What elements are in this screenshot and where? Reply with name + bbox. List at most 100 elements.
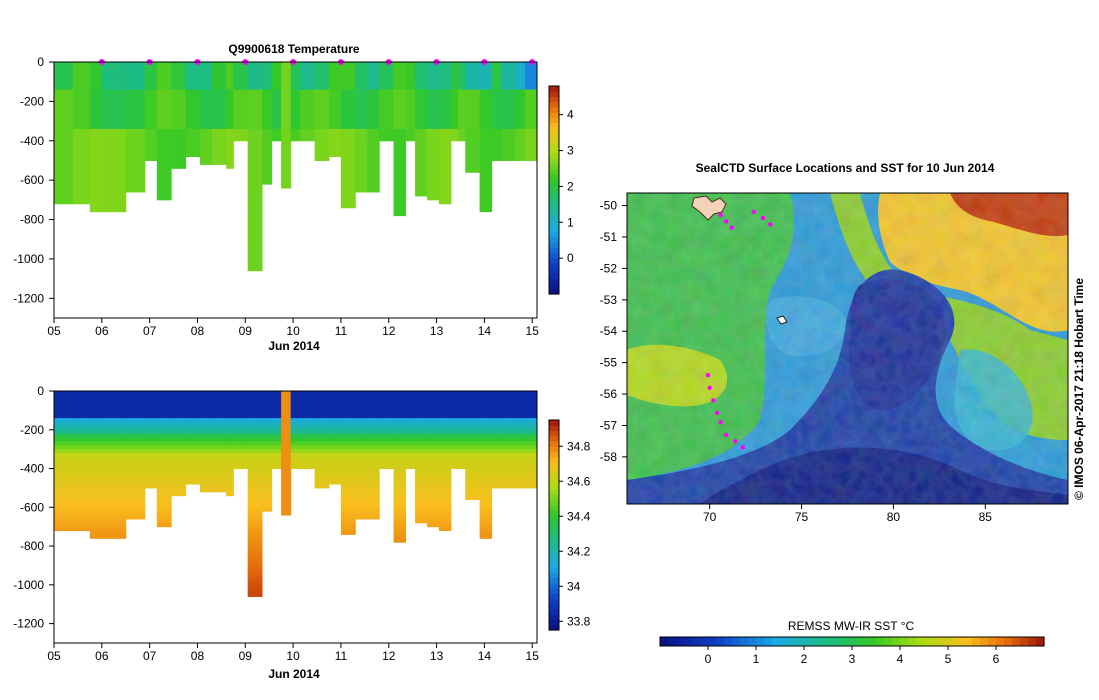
heatmap-cell [125, 62, 146, 67]
heatmap-cell [262, 156, 273, 161]
heatmap-cell [281, 93, 292, 98]
heatmap-cell [233, 93, 249, 98]
heatmap-cell [427, 437, 440, 442]
heatmap-cell [314, 441, 330, 446]
heatmap-cell [415, 125, 428, 130]
heatmap-cell [355, 152, 368, 158]
heatmap-cell [199, 487, 213, 493]
heatmap-cell [427, 140, 440, 146]
colorbar-segment [820, 637, 829, 646]
heatmap-cell [340, 117, 356, 122]
heatmap-cell [290, 69, 301, 75]
heatmap-cell [405, 422, 416, 427]
heatmap-cell [247, 156, 263, 161]
heatmap-cell [73, 101, 91, 106]
heatmap-cell [479, 136, 493, 142]
heatmap-cell [247, 495, 263, 501]
heatmap-cell [125, 484, 146, 489]
heatmap-cell [54, 184, 74, 189]
heatmap-cell [144, 445, 158, 450]
heatmap-cell [156, 81, 172, 87]
heatmap-cell [355, 507, 368, 512]
heatmap-cell [355, 468, 368, 473]
heatmap-cell [73, 191, 91, 197]
heatmap-cell [355, 410, 368, 415]
colorbar-segment [549, 169, 559, 175]
heatmap-cell [171, 414, 187, 419]
heatmap-cell [185, 480, 201, 485]
heatmap-cell [54, 522, 74, 528]
heatmap-cell [479, 410, 493, 415]
heatmap-cell [525, 125, 537, 130]
heatmap-cell [156, 410, 172, 415]
heatmap-cell [438, 503, 452, 508]
heatmap-cell [226, 460, 234, 466]
heatmap-cell [290, 398, 301, 404]
heatmap-cell [379, 460, 395, 466]
heatmap-cell [171, 449, 187, 454]
heatmap-cell [479, 144, 493, 150]
heatmap-cell [54, 172, 74, 177]
heatmap-cell [73, 109, 91, 114]
heatmap-cell [355, 414, 368, 419]
heatmap-cell [199, 445, 213, 450]
heatmap-cell [199, 394, 213, 400]
heatmap-cell [491, 62, 502, 67]
sst-map-x-ticks: 70 75 80 85 [703, 504, 992, 524]
heatmap-cell [393, 495, 406, 501]
heatmap-cell [262, 468, 273, 473]
heatmap-cell [340, 132, 356, 138]
heatmap-cell [355, 499, 368, 504]
heatmap-cell [226, 97, 234, 102]
heatmap-cell [355, 77, 368, 83]
heatmap-cell [355, 402, 368, 408]
heatmap-cell [458, 73, 466, 79]
heatmap-cell [501, 476, 516, 481]
heatmap-cell [211, 160, 227, 165]
heatmap-cell [290, 65, 301, 71]
heatmap-cell [89, 441, 103, 446]
heatmap-cell [415, 410, 428, 415]
heatmap-cell [300, 406, 316, 411]
heatmap-cell [247, 239, 263, 244]
heatmap-cell [290, 121, 301, 126]
heatmap-cell [427, 81, 440, 87]
heatmap-cell [479, 487, 493, 493]
heatmap-cell [491, 437, 502, 442]
heatmap-cell [340, 445, 356, 450]
heatmap-cell [262, 144, 273, 150]
heatmap-cell [427, 152, 440, 158]
heatmap-cell [73, 128, 91, 134]
heatmap-cell [393, 93, 406, 98]
heatmap-cell [328, 152, 342, 158]
heatmap-cell [438, 128, 452, 134]
heatmap-cell [479, 515, 493, 520]
heatmap-cell [101, 65, 127, 71]
heatmap-cell [355, 73, 368, 79]
heatmap-cell [405, 437, 416, 442]
heatmap-cell [379, 410, 395, 415]
heatmap-cell [479, 125, 493, 130]
heatmap-cell [393, 148, 406, 154]
heatmap-cell [479, 152, 493, 158]
heatmap-cell [438, 456, 452, 462]
heatmap-cell [340, 176, 356, 181]
heatmap-cell [247, 195, 263, 201]
heatmap-cell [54, 484, 74, 489]
heatmap-cell [427, 491, 440, 497]
heatmap-cell [101, 406, 127, 411]
x-tick-label: 07 [143, 324, 157, 338]
heatmap-cell [54, 449, 74, 454]
heatmap-cell [199, 77, 213, 83]
heatmap-cell [393, 418, 406, 423]
heatmap-cell [262, 180, 273, 185]
heatmap-cell [281, 441, 292, 446]
heatmap-cell [465, 468, 481, 473]
heatmap-cell [125, 136, 146, 142]
heatmap-cell [367, 93, 380, 98]
heatmap-cell [233, 418, 249, 423]
heatmap-cell [491, 476, 502, 481]
colorbar-tick-label: 2 [801, 652, 808, 666]
heatmap-cell [271, 105, 282, 110]
